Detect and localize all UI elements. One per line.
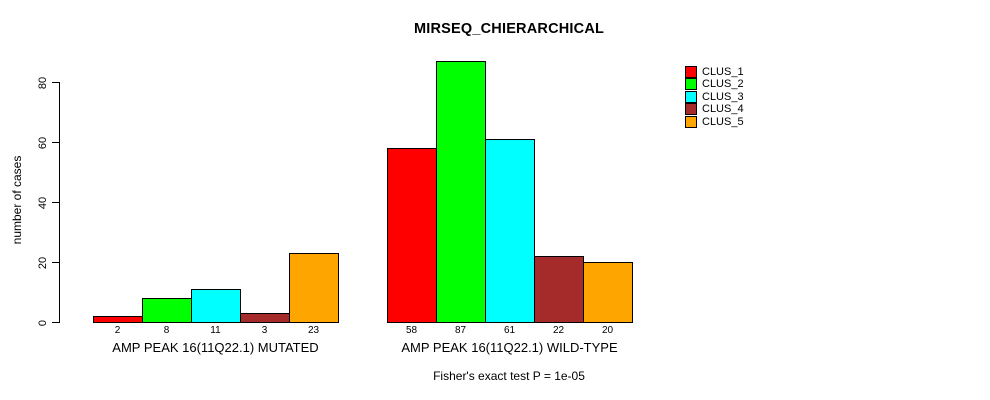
bar-clus_4-group1 <box>239 313 290 323</box>
y-tick-label: 0 <box>37 319 49 326</box>
y-axis-line <box>59 82 60 323</box>
bar-clus_4-group2 <box>533 256 584 323</box>
chart-title: MIRSEQ_CHIERARCHICAL <box>413 21 605 37</box>
legend-swatch-icon <box>685 78 697 91</box>
bar-clus_2-group1 <box>141 298 192 323</box>
bar-clus_5-group2 <box>582 262 633 323</box>
legend-label: CLUS_2 <box>702 78 744 91</box>
bar-clus_5-group1 <box>288 253 339 323</box>
bar-value-label: 87 <box>454 325 467 336</box>
y-axis-tick <box>52 142 59 143</box>
bar-clus_3-group1 <box>190 289 241 323</box>
legend-item-clus_3: CLUS_3 <box>685 90 744 103</box>
bar-value-label: 2 <box>114 325 121 336</box>
legend-swatch-icon <box>685 103 697 116</box>
legend-label: CLUS_4 <box>702 103 744 116</box>
legend-label: CLUS_3 <box>702 90 744 103</box>
bar-value-label: 20 <box>601 325 614 336</box>
bar-value-label: 11 <box>210 325 221 336</box>
y-axis-tick <box>52 202 59 203</box>
group-axis-label: AMP PEAK 16(11Q22.1) WILD-TYPE <box>401 340 618 355</box>
legend-swatch-icon <box>685 115 697 128</box>
y-tick-label: 60 <box>37 136 49 149</box>
bar-value-label: 8 <box>163 325 170 336</box>
y-axis-tick <box>52 262 59 263</box>
y-axis-tick <box>52 82 59 83</box>
bar-clus_2-group2 <box>435 61 486 323</box>
bar-clus_1-group1 <box>92 316 143 323</box>
bar-clus_1-group2 <box>386 148 437 323</box>
y-tick-label: 40 <box>37 196 49 209</box>
legend-item-clus_2: CLUS_2 <box>685 78 744 91</box>
y-tick-label: 80 <box>37 76 49 89</box>
bar-value-label: 23 <box>307 325 320 336</box>
legend-swatch-icon <box>685 90 697 103</box>
legend-label: CLUS_5 <box>702 115 744 128</box>
legend: CLUS_1 CLUS_2 CLUS_3 CLUS_4 CLUS_5 <box>685 66 744 128</box>
bar-value-label: 58 <box>405 325 418 336</box>
bar-value-label: 3 <box>261 325 268 336</box>
legend-item-clus_1: CLUS_1 <box>685 66 744 78</box>
bar-value-label: 61 <box>503 325 516 336</box>
y-tick-label: 20 <box>37 256 49 269</box>
legend-label: CLUS_1 <box>702 66 744 78</box>
legend-item-clus_4: CLUS_4 <box>685 103 744 116</box>
y-axis-tick <box>52 322 59 323</box>
fisher-test-annotation: Fisher's exact test P = 1e-05 <box>433 369 585 383</box>
bar-value-label: 22 <box>552 325 565 336</box>
legend-swatch-icon <box>685 66 697 78</box>
legend-item-clus_5: CLUS_5 <box>685 115 744 128</box>
bar-clus_3-group2 <box>484 139 535 323</box>
group-axis-label: AMP PEAK 16(11Q22.1) MUTATED <box>112 340 319 355</box>
